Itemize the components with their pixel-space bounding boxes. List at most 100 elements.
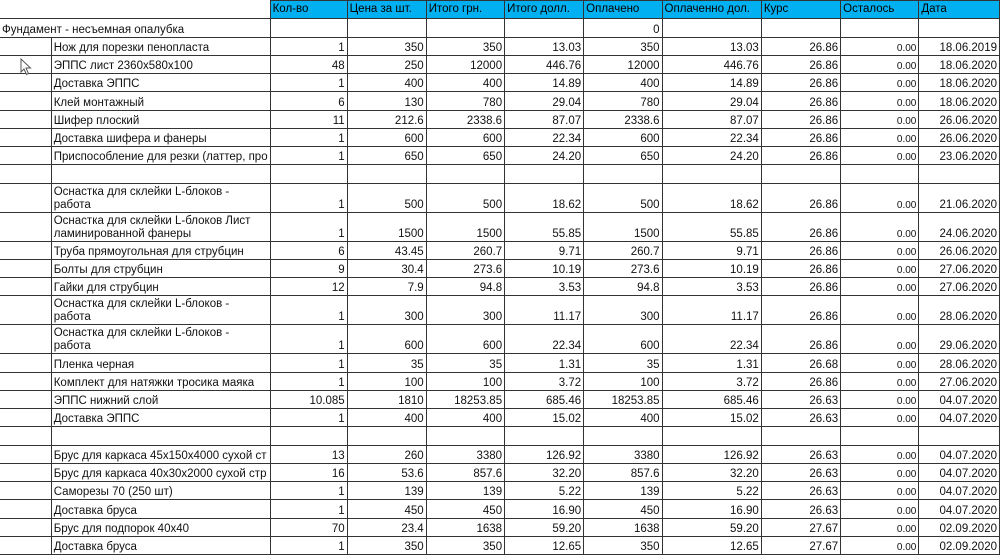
cell[interactable] <box>0 499 52 519</box>
remaining-cell[interactable]: 0.00 <box>840 91 920 111</box>
qty-cell[interactable]: 1 <box>269 182 348 213</box>
paid-cell[interactable]: 600 <box>583 324 663 355</box>
item-name-cell[interactable]: Брус для каркаса 45x150x4000 сухой ст <box>50 444 271 464</box>
paid-cell[interactable]: 500 <box>583 182 663 213</box>
cell[interactable] <box>0 145 52 166</box>
qty-cell[interactable]: 9 <box>269 258 348 279</box>
item-name-cell[interactable]: Оснастка для склейки L-блоков - работа <box>50 324 271 355</box>
total-usd-cell[interactable]: 13.03 <box>504 36 585 56</box>
total-uah-cell[interactable]: 500 <box>425 182 506 213</box>
total-usd-cell[interactable]: 3.53 <box>504 276 585 297</box>
cell[interactable] <box>0 258 52 279</box>
cell[interactable] <box>0 517 52 537</box>
rate-cell[interactable]: 26.86 <box>760 295 842 326</box>
total-uah-cell[interactable]: 260.7 <box>425 240 506 260</box>
price-cell[interactable]: 43.45 <box>346 240 427 260</box>
rate-cell[interactable]: 26.63 <box>760 389 842 410</box>
date-cell[interactable]: 29.06.2020 <box>918 324 1000 355</box>
paid-cell[interactable]: 273.6 <box>583 258 663 279</box>
remaining-cell[interactable]: 0.00 <box>840 182 920 213</box>
price-cell[interactable]: 250 <box>346 54 427 75</box>
total-usd-cell[interactable]: 12.65 <box>504 535 585 555</box>
total-uah-cell[interactable]: 350 <box>425 36 506 56</box>
date-cell[interactable]: 02.09.2020 <box>918 517 1000 537</box>
cell[interactable] <box>760 426 842 446</box>
cell[interactable] <box>0 91 52 111</box>
rate-cell[interactable]: 26.86 <box>760 36 842 56</box>
rate-cell[interactable]: 26.86 <box>760 324 842 355</box>
price-cell[interactable]: 400 <box>346 407 427 428</box>
qty-cell[interactable]: 1 <box>269 371 348 391</box>
paid-cell[interactable]: 450 <box>583 499 663 519</box>
paid-cell[interactable]: 780 <box>583 91 663 111</box>
remaining-cell[interactable]: 0.00 <box>840 109 920 129</box>
cell[interactable] <box>760 18 842 38</box>
paid-cell[interactable]: 2338.6 <box>583 109 663 129</box>
price-cell[interactable]: 260 <box>346 444 427 464</box>
date-cell[interactable]: 04.07.2020 <box>918 462 1000 483</box>
paid-usd-cell[interactable]: 16.90 <box>661 499 762 519</box>
date-cell[interactable]: 21.06.2020 <box>918 182 1000 213</box>
paid-cell[interactable]: 300 <box>583 295 663 326</box>
date-cell[interactable]: 27.06.2020 <box>918 371 1000 391</box>
cell[interactable] <box>346 426 427 446</box>
total-usd-cell[interactable]: 24.20 <box>504 145 585 166</box>
remaining-cell[interactable]: 0.00 <box>840 36 920 56</box>
remaining-cell[interactable]: 0.00 <box>840 258 920 279</box>
column-header[interactable]: Кол-во <box>269 0 348 20</box>
total-usd-cell[interactable]: 16.90 <box>504 499 585 519</box>
cell[interactable] <box>51 0 271 20</box>
total-usd-cell[interactable]: 1.31 <box>504 353 585 373</box>
total-uah-cell[interactable]: 1638 <box>425 517 506 537</box>
qty-cell[interactable]: 1 <box>269 499 348 519</box>
paid-cell[interactable]: 35 <box>583 353 663 373</box>
item-name-cell[interactable]: ЭППС нижний слой <box>50 389 271 410</box>
price-cell[interactable]: 400 <box>346 72 427 93</box>
cell[interactable] <box>0 295 52 326</box>
cell[interactable] <box>425 426 506 446</box>
date-cell[interactable]: 04.07.2020 <box>918 389 1000 410</box>
total-uah-cell[interactable]: 3380 <box>425 444 506 464</box>
cell[interactable] <box>918 18 1000 38</box>
remaining-cell[interactable]: 0.00 <box>840 145 920 166</box>
paid-usd-cell[interactable]: 24.20 <box>661 145 762 166</box>
date-cell[interactable]: 18.06.2020 <box>918 91 1000 111</box>
rate-cell[interactable]: 26.63 <box>760 499 842 519</box>
remaining-cell[interactable]: 0.00 <box>840 276 920 297</box>
paid-cell[interactable]: 650 <box>583 145 663 166</box>
date-cell[interactable]: 18.06.2020 <box>918 54 1000 75</box>
paid-usd-cell[interactable]: 1.31 <box>661 353 762 373</box>
paid-cell[interactable]: 400 <box>583 72 663 93</box>
rate-cell[interactable]: 27.67 <box>760 517 842 537</box>
cell[interactable] <box>504 18 585 38</box>
price-cell[interactable]: 650 <box>346 145 427 166</box>
item-name-cell[interactable]: Клей монтажный <box>50 91 271 111</box>
item-name-cell[interactable]: Брус для подпорок 40x40 <box>50 517 271 537</box>
item-name-cell[interactable]: Брус для каркаса 40x30x2000 сухой стр <box>50 462 271 483</box>
column-header[interactable]: Оплаченно дол. <box>661 0 762 20</box>
item-name-cell[interactable]: Оснастка для склейки L-блоков - работа <box>50 182 271 213</box>
remaining-cell[interactable]: 0.00 <box>840 353 920 373</box>
total-usd-cell[interactable]: 9.71 <box>504 240 585 260</box>
cell[interactable] <box>760 164 842 184</box>
price-cell[interactable]: 300 <box>346 295 427 326</box>
paid-usd-cell[interactable]: 126.92 <box>661 444 762 464</box>
date-cell[interactable]: 27.06.2020 <box>918 276 1000 297</box>
paid-usd-cell[interactable]: 9.71 <box>661 240 762 260</box>
total-uah-cell[interactable]: 400 <box>425 407 506 428</box>
paid-cell[interactable]: 1500 <box>583 211 663 242</box>
item-name-cell[interactable]: Оснастка для склейки L-блоков - работа <box>50 295 271 326</box>
paid-cell[interactable]: 18253.85 <box>583 389 663 410</box>
paid-cell[interactable]: 94.8 <box>583 276 663 297</box>
paid-cell[interactable]: 600 <box>583 127 663 148</box>
cell[interactable] <box>0 426 52 446</box>
column-header[interactable]: Осталось <box>840 0 920 20</box>
item-name-cell[interactable]: Оснастка для склейки L-блоков Лист ламин… <box>50 211 271 242</box>
remaining-cell[interactable]: 0.00 <box>840 371 920 391</box>
qty-cell[interactable]: 13 <box>269 444 348 464</box>
section-title[interactable]: Фундамент - несъемная опалубка <box>0 18 271 38</box>
cell[interactable] <box>425 164 506 184</box>
rate-cell[interactable]: 26.86 <box>760 276 842 297</box>
date-cell[interactable]: 26.06.2020 <box>918 127 1000 148</box>
paid-cell[interactable]: 139 <box>583 480 663 501</box>
